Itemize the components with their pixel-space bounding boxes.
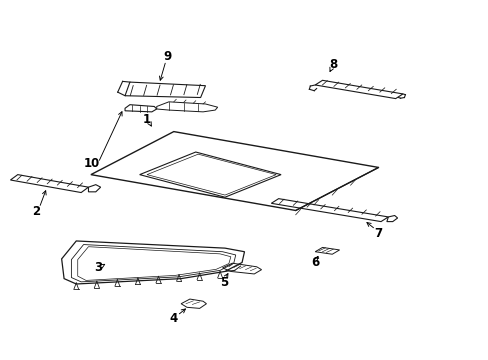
Text: 5: 5 — [220, 276, 228, 289]
Text: 9: 9 — [163, 50, 171, 63]
Text: 6: 6 — [310, 256, 319, 269]
Text: 4: 4 — [169, 312, 178, 325]
Text: 10: 10 — [83, 157, 100, 170]
Text: 1: 1 — [142, 113, 151, 126]
Text: 8: 8 — [328, 58, 337, 71]
Text: 3: 3 — [94, 261, 102, 274]
Text: 7: 7 — [374, 226, 382, 239]
Text: 2: 2 — [32, 205, 40, 218]
